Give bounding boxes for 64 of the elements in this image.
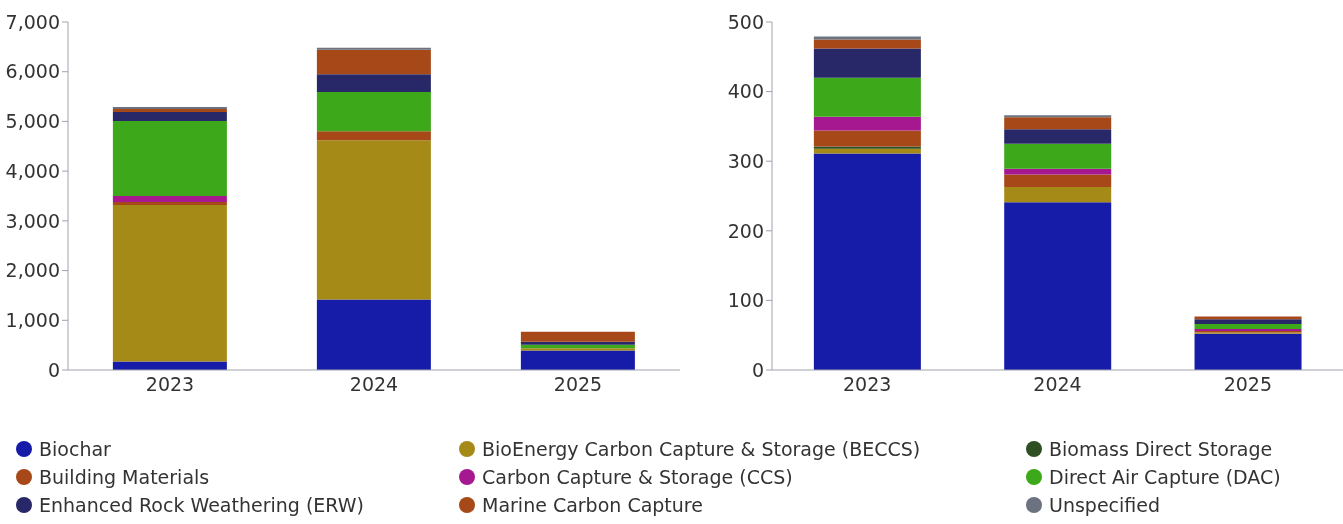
y-tick-label: 5,000: [5, 110, 60, 133]
bar: [316, 74, 431, 93]
y-tick-label: 0: [47, 358, 60, 381]
bar: [1194, 316, 1302, 320]
bar: [316, 49, 431, 75]
bar: [1004, 117, 1112, 130]
x-tick-label: 2024: [1033, 373, 1082, 396]
bar: [813, 153, 921, 370]
y-tick-label: 300: [727, 149, 764, 172]
bar: [316, 131, 431, 141]
legend-label: Biochar: [39, 438, 111, 460]
bar: [1004, 202, 1112, 370]
bar: [520, 350, 635, 370]
bar: [112, 201, 227, 205]
y-tick-label: 6,000: [5, 60, 60, 83]
bar: [112, 196, 227, 202]
bar: [1004, 168, 1112, 175]
y-tick-label: 2,000: [5, 259, 60, 282]
legend-label: BioEnergy Carbon Capture & Storage (BECCS): [482, 438, 921, 460]
legend-label: Marine Carbon Capture: [482, 494, 703, 516]
bar: [1004, 174, 1112, 187]
legend-label: Unspecified: [1049, 494, 1161, 516]
bar: [813, 116, 921, 131]
bar: [520, 331, 635, 342]
bar: [316, 92, 431, 132]
bar: [813, 39, 921, 49]
bar: [520, 341, 635, 345]
bar: [813, 48, 921, 78]
bar: [112, 111, 227, 121]
y-tick-label: 4,000: [5, 159, 60, 182]
bar: [112, 120, 227, 196]
y-tick-label: 200: [727, 219, 764, 242]
legend-label: Building Materials: [39, 466, 210, 488]
bar: [1004, 129, 1112, 144]
y-tick-label: 7,000: [5, 10, 60, 33]
bar: [813, 146, 921, 149]
bar: [1004, 115, 1112, 118]
x-tick-label: 2023: [842, 373, 892, 396]
bar: [112, 204, 227, 362]
bar: [520, 348, 635, 351]
y-tick-label: 1,000: [5, 309, 60, 332]
bar: [1194, 319, 1302, 325]
y-tick-label: 400: [727, 80, 764, 103]
bar: [316, 140, 431, 300]
bar: [813, 130, 921, 147]
legend-label: Enhanced Rock Weathering (ERW): [39, 494, 364, 516]
x-tick-label: 2024: [349, 373, 399, 396]
bar: [813, 148, 921, 154]
bar: [1194, 333, 1302, 370]
bar: [1194, 324, 1302, 329]
bar: [1004, 143, 1112, 169]
y-tick-label: 0: [751, 358, 764, 381]
legend-label: Carbon Capture & Storage (CCS): [482, 466, 793, 488]
y-tick-label: 100: [727, 289, 764, 312]
x-tick-label: 2025: [553, 373, 603, 396]
bar: [1004, 186, 1112, 203]
y-tick-label: 3,000: [5, 209, 60, 232]
x-tick-label: 2025: [1223, 373, 1273, 396]
bar: [813, 77, 921, 117]
legend-label: Biomass Direct Storage: [1049, 438, 1273, 460]
x-tick-label: 2023: [145, 373, 195, 396]
bar: [316, 299, 431, 370]
y-tick-label: 500: [727, 10, 764, 33]
legend-label: Direct Air Capture (DAC): [1049, 466, 1281, 488]
